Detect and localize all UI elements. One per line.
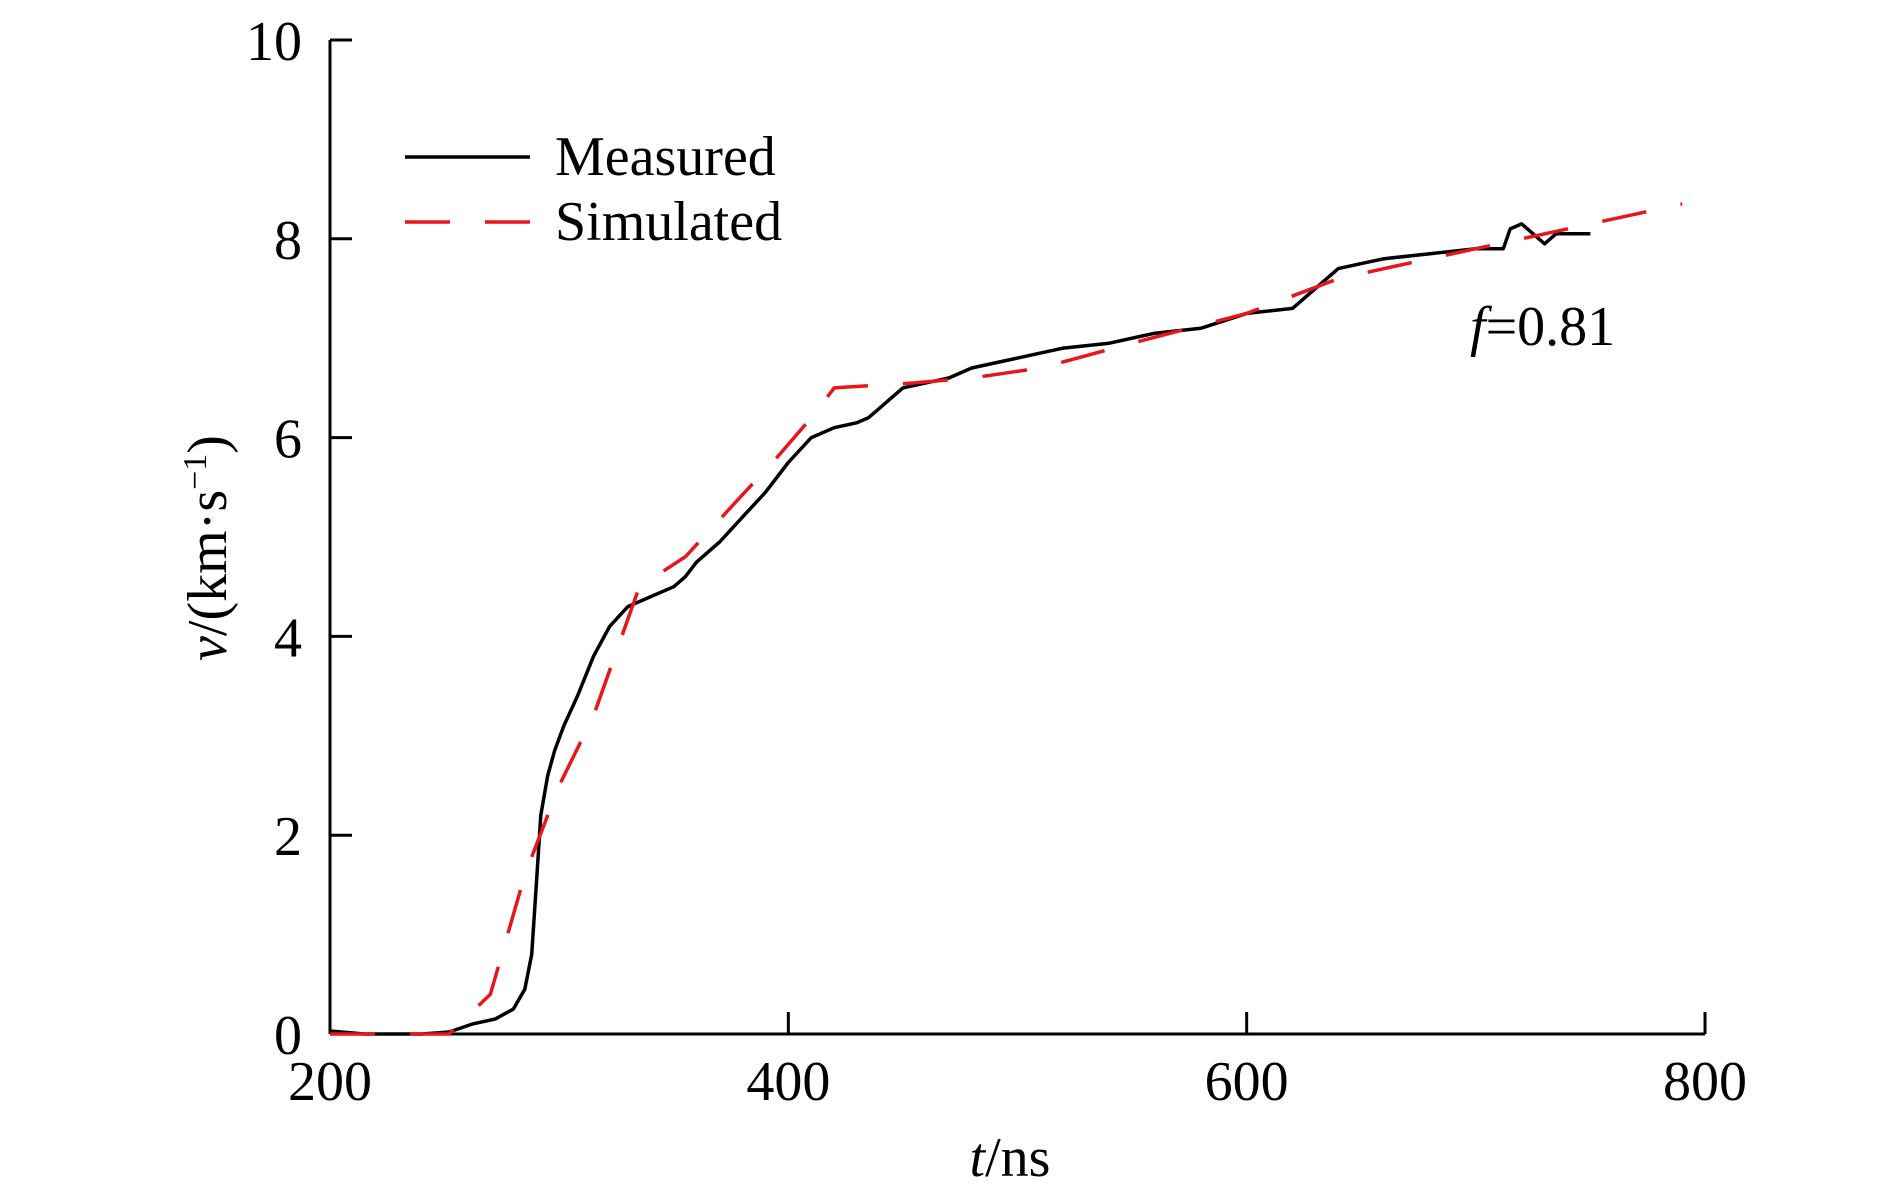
x-tick-label: 600 (1205, 1051, 1289, 1113)
annotation-f-value: f=0.81 (1470, 296, 1615, 358)
y-axis-label: v/(km·s−1) (177, 435, 239, 661)
x-axis-label: t/ns (970, 1127, 1051, 1189)
y-axis-ticks: 0 2 4 6 8 10 (246, 11, 352, 1067)
series-line-simulated (330, 202, 1683, 1036)
series-line-measured (329, 222, 1591, 1036)
legend: Measured Simulated (405, 126, 782, 253)
y-tick-label: 8 (274, 210, 302, 272)
axes (328, 40, 1705, 1036)
y-tick-label: 2 (274, 806, 302, 868)
y-tick-label: 6 (274, 409, 302, 471)
x-tick-label: 200 (288, 1051, 372, 1113)
y-tick-label: 0 (274, 1005, 302, 1067)
y-tick-label: 10 (246, 11, 302, 73)
series-layer (329, 202, 1683, 1036)
x-tick-label: 800 (1663, 1051, 1747, 1113)
legend-label-measured: Measured (555, 126, 776, 188)
y-tick-label: 4 (274, 607, 302, 669)
legend-label-simulated: Simulated (555, 191, 782, 253)
x-tick-label: 400 (746, 1051, 830, 1113)
x-axis-ticks: 200 400 600 800 (288, 1012, 1747, 1113)
